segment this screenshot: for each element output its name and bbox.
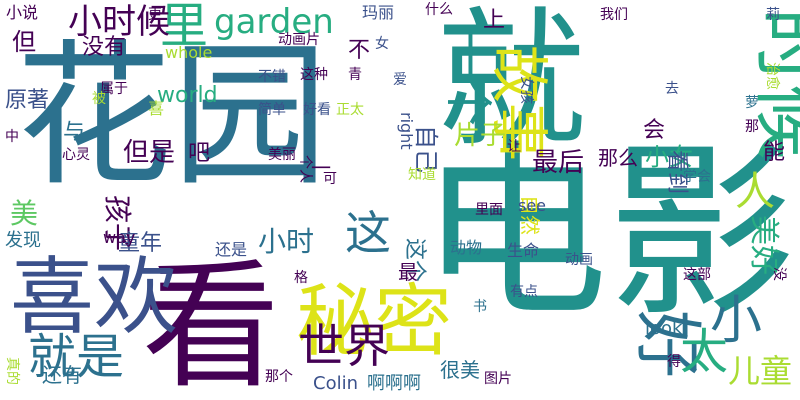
cloud-word: 有点 (510, 284, 538, 300)
cloud-word: see (518, 196, 547, 215)
cloud-word: 啊啊啊 (367, 373, 421, 394)
cloud-word: 我们 (600, 7, 628, 23)
cloud-word: 小 (710, 291, 763, 351)
cloud-word: garden (214, 2, 334, 42)
cloud-word: 喜 (148, 99, 165, 118)
cloud-word: 片子 (454, 121, 507, 151)
cloud-word: 心灵 (62, 147, 90, 163)
cloud-word: 儿童 (728, 352, 793, 390)
cloud-word: 这种 (300, 67, 328, 83)
cloud-word: 最后 (532, 148, 585, 178)
cloud-word: way (103, 228, 136, 247)
cloud-word: 能 (763, 140, 786, 165)
cloud-word: 喜欢 (10, 248, 179, 346)
cloud-word: 小女 (645, 143, 693, 171)
cloud-word: 知道 (408, 167, 436, 183)
cloud-word: 爱 (393, 72, 407, 88)
cloud-word: 小说 (6, 3, 39, 22)
cloud-word: 女 (375, 36, 389, 52)
cloud-word: 那个 (265, 369, 293, 385)
cloud-word: 上 (483, 8, 506, 33)
cloud-word: 美 (10, 197, 39, 230)
cloud-word: 女孩 (518, 76, 534, 104)
cloud-word: 图片 (484, 371, 512, 387)
cloud-word: 这部 (683, 267, 711, 283)
cloud-word: 但 (12, 28, 36, 56)
cloud-word: 可 (323, 171, 337, 187)
cloud-word: 生命 (507, 241, 540, 260)
cloud-word: 还是 (215, 240, 248, 259)
cloud-word: 吧 (188, 141, 211, 166)
cloud-word: 那么 (598, 146, 638, 170)
cloud-word: 萝 (745, 95, 759, 111)
cloud-word: 动物 (450, 238, 483, 257)
cloud-word: look (645, 318, 683, 339)
cloud-word: 不 (348, 38, 371, 63)
cloud-word: world (157, 83, 218, 108)
cloud-word: 就 (436, 0, 587, 168)
cloud-word: 这 (345, 206, 391, 260)
cloud-word: 人 (735, 169, 775, 215)
cloud-word: Colin (313, 373, 358, 394)
cloud-word: 里面 (475, 202, 503, 218)
cloud-word: 治愈 (764, 62, 780, 90)
cloud-word: 最 (398, 260, 418, 284)
cloud-word: 书 (473, 299, 487, 315)
cloud-word: 一 (311, 156, 331, 180)
cloud-word: 那 (745, 119, 759, 135)
cloud-word: 学会 (683, 169, 711, 185)
cloud-word: 童年 (118, 231, 163, 256)
cloud-word: 玛丽 (362, 3, 395, 22)
cloud-word: 动画 (565, 252, 593, 268)
cloud-word: 秘密 (296, 277, 453, 367)
cloud-word: 莉 (766, 7, 780, 23)
cloud-word: 发现 (5, 230, 41, 251)
cloud-word: 简单 (258, 102, 286, 118)
cloud-word: 小时候 (68, 2, 170, 42)
cloud-word: 会 (643, 118, 666, 143)
cloud-word: 青 (348, 67, 362, 83)
cloud-word: 就是 (28, 329, 125, 385)
cloud-word: 很美 (440, 358, 480, 382)
cloud-word: 世界 (298, 319, 390, 373)
cloud-word: 里 (160, 0, 209, 54)
cloud-word: 小时 (258, 225, 315, 258)
cloud-word: 美好 (746, 215, 781, 275)
cloud-word: 看 (142, 246, 281, 400)
cloud-word: 花园 (16, 25, 328, 207)
cloud-word: 没有 (82, 35, 127, 60)
cloud-word: 得 (667, 354, 681, 370)
cloud-word: 属于 (100, 81, 128, 97)
cloud-word: 但是 (123, 138, 176, 168)
cloud-word: whole (165, 43, 213, 62)
cloud-word: 更 (148, 7, 162, 23)
cloud-word: 没 (771, 267, 787, 281)
cloud-word: 好看 (303, 102, 331, 118)
cloud-word: 格 (294, 270, 308, 286)
cloud-word: 不错 (258, 69, 286, 85)
cloud-word: 去 (665, 81, 679, 97)
cloud-word: 真的 (4, 357, 20, 385)
cloud-word: 还有 (42, 363, 82, 387)
cloud-word: 自己 (412, 125, 440, 173)
cloud-word: 电影 (420, 124, 796, 343)
cloud-word: right (397, 112, 416, 150)
cloud-word: 一个 (440, 30, 496, 127)
cloud-word: 让 (507, 139, 521, 155)
cloud-word: 正太 (336, 102, 364, 118)
cloud-word: 与 (63, 120, 86, 145)
cloud-word: 原著 (5, 88, 50, 113)
cloud-word: 动画片 (278, 32, 320, 48)
cloud-word: 个人 (297, 155, 313, 183)
cloud-word: 被 (92, 91, 106, 107)
cloud-word: 中 (5, 129, 19, 145)
cloud-word: 什么 (425, 2, 453, 18)
cloud-word: 太 (680, 324, 729, 380)
cloud-word: 美丽 (268, 147, 296, 163)
